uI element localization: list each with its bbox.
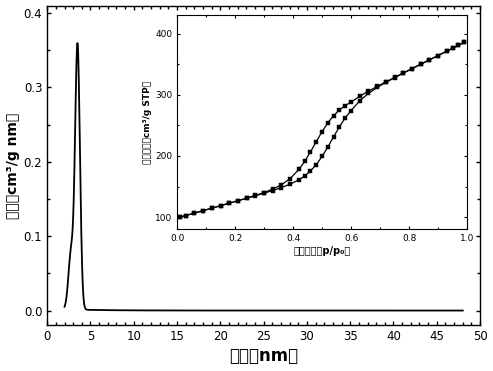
X-axis label: 孔径（nm）: 孔径（nm）	[229, 348, 298, 365]
Y-axis label: 孔容（cm³/g nm）: 孔容（cm³/g nm）	[5, 112, 20, 219]
